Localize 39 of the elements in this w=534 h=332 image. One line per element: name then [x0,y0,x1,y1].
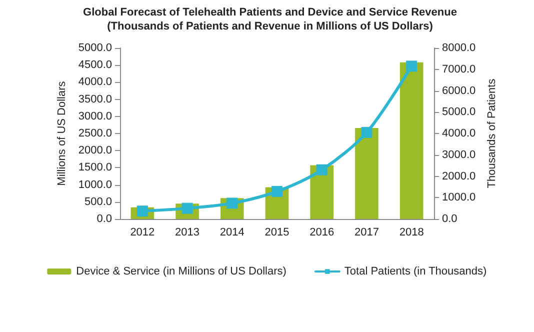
x-tick-label: 2014 [220,226,244,238]
point [361,126,372,138]
chart-title: Global Forecast of Telehealth Patients and Device and Service Revenue [83,6,457,18]
legend-label: Total Patients (in Thousands) [344,266,487,278]
x-tick-label: 2016 [310,226,334,238]
y2-tick-label: 8000.0 [442,42,476,54]
point [406,60,418,72]
point [316,164,328,176]
x-tick-label: 2018 [399,226,424,238]
y2-tick-label: 1000.0 [442,192,476,204]
y-tick-label: 1000.0 [78,178,112,191]
y-tick-label: 0.0 [96,213,112,225]
legend-label: Device & Service (in Millions of US Dollars) [76,266,286,278]
y-tick-label: 2000.0 [78,144,112,157]
y-tick-label: 3000.0 [78,110,112,122]
y2-tick-label: 7000.0 [442,63,476,76]
y-tick-label: 4000.0 [78,76,112,88]
y-tick-label: 5000.0 [78,42,112,54]
bar [355,128,378,219]
bar [400,62,424,219]
y-tick-label: 2500.0 [78,128,112,140]
x-tick-label: 2013 [175,226,200,238]
x-tick-label: 2015 [264,226,290,238]
y-tick-label: 1500.0 [78,162,112,174]
y2-tick-label: 3000.0 [442,148,476,161]
y2-tick-label: 2000.0 [442,170,476,182]
y-tick-label: 3500.0 [78,93,112,106]
y2-tick-label: 0.0 [442,213,458,225]
y2-axis-title: Thousands of Patients [486,78,498,188]
y-tick-label: 4500.0 [78,59,112,72]
x-tick-label: 2012 [130,226,155,238]
x-tick-label: 2017 [354,226,379,238]
y2-tick-label: 5000.0 [442,106,476,118]
chart-subtitle: (Thousands of Patients and Revenue in Millions of US Dollars) [107,20,434,32]
y-tick-label: 500.0 [84,196,112,208]
y2-tick-label: 6000.0 [442,84,476,97]
point [272,186,282,197]
y-axis-title: Millions of US Dollars [56,80,68,186]
y2-tick-label: 4000.0 [442,128,476,140]
